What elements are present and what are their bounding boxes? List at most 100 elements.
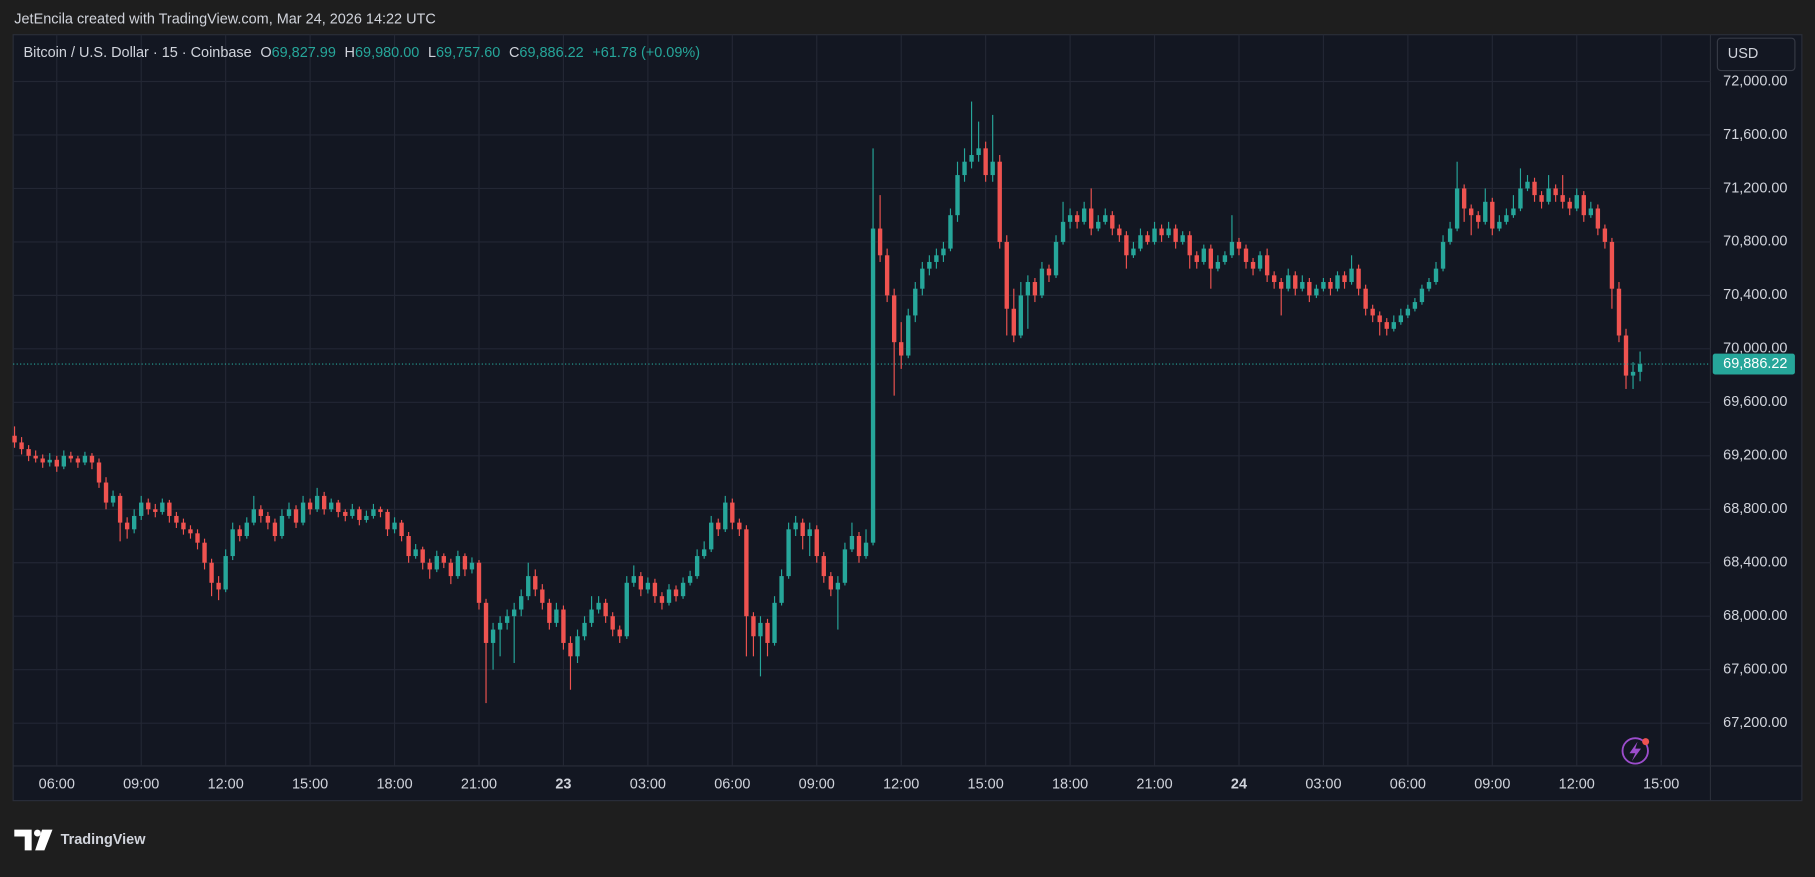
candle-body xyxy=(1089,208,1094,229)
candle-body xyxy=(772,602,777,643)
candle-body xyxy=(1440,241,1446,269)
candle-body xyxy=(1201,248,1206,262)
candle-body xyxy=(1405,308,1411,316)
candle-body xyxy=(934,255,939,262)
candle-body xyxy=(1433,268,1439,283)
candle-body xyxy=(1215,261,1221,269)
candle-body xyxy=(891,295,897,343)
candle-body xyxy=(1335,275,1340,289)
candle-body xyxy=(1391,322,1396,329)
candle-body xyxy=(554,609,559,623)
candle-body xyxy=(1574,195,1579,209)
candle-body xyxy=(378,509,383,512)
candle-body xyxy=(1454,188,1460,229)
candle-body xyxy=(1229,241,1235,256)
candle-body xyxy=(680,582,686,597)
candle-body xyxy=(237,529,242,537)
candle-body xyxy=(990,161,995,176)
candle-body xyxy=(1546,188,1551,202)
legend-value: 69,980.00 xyxy=(355,45,419,61)
candle-body xyxy=(504,616,510,623)
candle-body xyxy=(1124,235,1129,256)
candle-body xyxy=(307,502,313,510)
candle-body xyxy=(997,161,1002,242)
candle-body xyxy=(181,522,186,530)
candle-body xyxy=(1279,282,1284,289)
candle-body xyxy=(1307,282,1312,296)
candle-body xyxy=(1243,248,1249,262)
candle-body xyxy=(589,609,594,623)
x-tick-label: 03:00 xyxy=(1305,776,1341,792)
x-tick-label: 03:00 xyxy=(630,776,666,792)
candle-body xyxy=(413,549,418,557)
candle-body xyxy=(976,148,981,156)
candle-body xyxy=(884,255,890,296)
candle-body xyxy=(47,459,52,463)
logo-mark xyxy=(14,829,32,851)
candle-body xyxy=(821,556,826,577)
candle-body xyxy=(533,576,538,590)
candle-body xyxy=(1173,228,1178,242)
legend-value: 69,886.22 xyxy=(519,45,583,61)
logo-mark xyxy=(33,829,41,837)
candle-body xyxy=(624,582,629,637)
y-tick-label: 70,800.00 xyxy=(1723,234,1787,250)
candle-body xyxy=(793,522,798,530)
candle-body xyxy=(343,511,348,516)
candle-body xyxy=(1553,188,1558,196)
candle-body xyxy=(899,342,904,356)
candle-body xyxy=(1166,228,1171,236)
x-tick-label: 06:00 xyxy=(39,776,75,792)
candle-body xyxy=(1461,188,1467,209)
x-tick-label: 12:00 xyxy=(208,776,244,792)
candle-body xyxy=(547,602,552,623)
candle-body xyxy=(948,215,953,249)
candle-body xyxy=(1152,228,1157,242)
logo-text: TradingView xyxy=(61,832,147,848)
candle-body xyxy=(730,502,735,523)
y-tick-label: 68,000.00 xyxy=(1723,608,1787,624)
legend-symbol: Bitcoin / U.S. Dollar · 15 · Coinbase xyxy=(24,45,252,61)
y-tick-label: 68,800.00 xyxy=(1723,501,1787,517)
candle-body xyxy=(1595,208,1601,229)
candle-body xyxy=(758,622,763,637)
candle-body xyxy=(321,495,327,510)
candle-body xyxy=(19,442,24,450)
candle-body xyxy=(1539,195,1544,202)
y-tick-label: 69,200.00 xyxy=(1723,448,1787,464)
candle-body xyxy=(1025,282,1031,296)
candle-body xyxy=(1511,208,1516,216)
candle-body xyxy=(265,515,271,523)
candle-body xyxy=(645,582,651,590)
candle-body xyxy=(1398,315,1404,323)
candle-body xyxy=(575,636,580,657)
candle-body xyxy=(1349,268,1354,283)
candle-body xyxy=(1271,275,1277,283)
candle-body xyxy=(582,622,587,637)
candle-body xyxy=(1300,282,1305,289)
icon-ring xyxy=(1621,737,1649,765)
candle-body xyxy=(61,455,66,467)
candle-body xyxy=(1004,241,1009,309)
candle-body xyxy=(1180,235,1185,242)
y-tick-label: 71,200.00 xyxy=(1723,180,1787,196)
assistant-icon[interactable] xyxy=(1621,737,1650,765)
legend-change: +61.78 (+0.09%) xyxy=(592,45,700,61)
candle-body xyxy=(195,533,200,543)
candle-body xyxy=(462,556,468,570)
candle-body xyxy=(694,556,700,577)
legend-key: O xyxy=(260,45,271,61)
currency-box[interactable] xyxy=(1716,37,1796,72)
candle-body xyxy=(1328,282,1333,289)
candle-body xyxy=(89,455,95,463)
candle-body xyxy=(638,576,644,590)
y-tick-label: 70,400.00 xyxy=(1723,287,1787,303)
candle-body xyxy=(673,589,679,597)
candle-body xyxy=(962,161,967,176)
candle-body xyxy=(1257,255,1263,269)
candle-body xyxy=(364,515,369,520)
candle-body xyxy=(617,629,622,637)
candle-body xyxy=(765,622,770,643)
candle-body xyxy=(920,268,925,289)
